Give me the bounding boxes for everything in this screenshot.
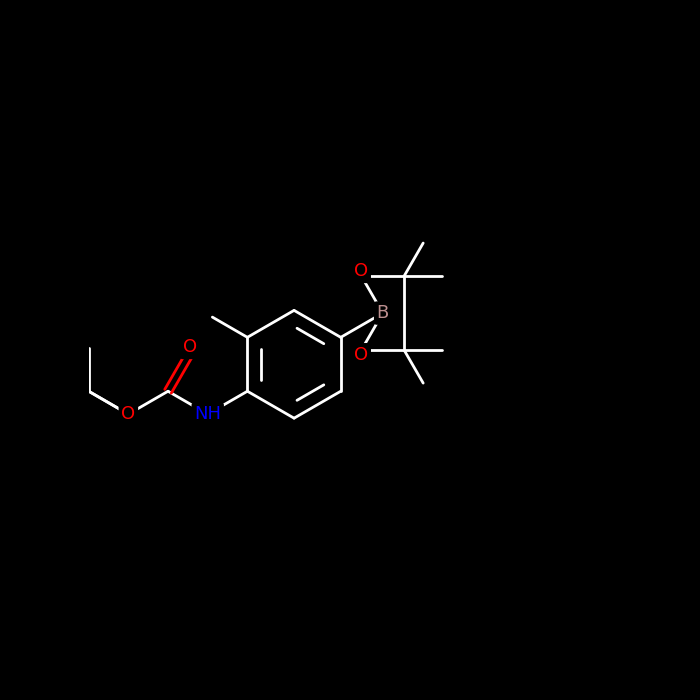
Text: O: O	[354, 346, 368, 364]
Text: O: O	[121, 405, 135, 423]
Text: B: B	[377, 304, 389, 322]
Text: NH: NH	[194, 405, 221, 423]
Text: O: O	[183, 338, 197, 356]
Text: O: O	[354, 262, 368, 281]
